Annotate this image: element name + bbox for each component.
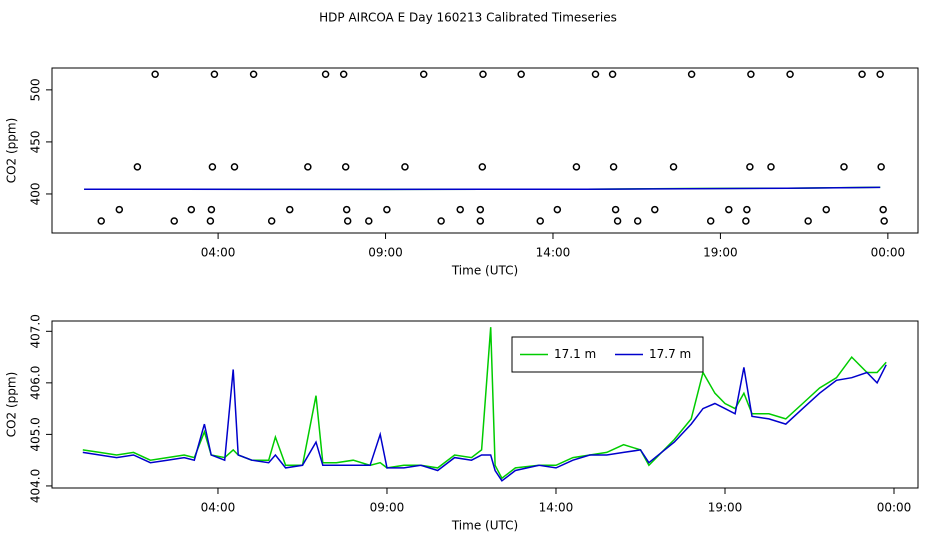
point	[743, 205, 751, 214]
point	[249, 70, 258, 78]
y-tick-label: 406.0	[29, 366, 43, 400]
point	[786, 70, 794, 78]
point	[840, 163, 848, 171]
point	[437, 217, 445, 225]
point	[880, 217, 888, 225]
point	[97, 217, 105, 225]
point	[304, 163, 312, 171]
point	[339, 70, 348, 78]
x-tick-label: 00:00	[871, 246, 906, 260]
point	[342, 205, 351, 214]
point	[321, 70, 330, 78]
x-tick-label: 09:00	[370, 501, 405, 515]
point	[456, 205, 464, 214]
x-tick-label: 19:00	[708, 501, 743, 515]
point	[553, 205, 562, 214]
point	[877, 163, 885, 171]
point	[151, 70, 159, 78]
legend-label: 17.1 m	[554, 347, 596, 361]
point	[879, 205, 887, 214]
point	[286, 205, 294, 214]
point	[608, 70, 617, 78]
y-tick-label: 405.0	[29, 417, 43, 451]
point	[746, 163, 754, 171]
plot-frame	[51, 67, 919, 234]
point	[822, 205, 830, 214]
x-tick-label: 19:00	[703, 246, 738, 260]
point	[206, 217, 215, 225]
point	[478, 163, 487, 171]
point	[706, 217, 715, 225]
point	[383, 205, 391, 214]
point	[476, 205, 485, 214]
point	[115, 205, 124, 214]
plot-frame	[51, 320, 919, 489]
y-tick-label: 450	[29, 130, 43, 153]
point	[341, 163, 350, 171]
point	[419, 70, 428, 78]
point	[609, 163, 618, 171]
point	[267, 217, 276, 225]
point	[858, 70, 866, 78]
point	[669, 163, 678, 171]
point	[207, 205, 216, 214]
point	[633, 217, 642, 225]
x-tick-label: 09:00	[368, 246, 403, 260]
series-line	[82, 364, 887, 482]
point	[170, 217, 178, 225]
point	[651, 205, 659, 214]
point	[747, 70, 755, 78]
y-axis-label: CO2 (ppm)	[5, 118, 19, 184]
x-tick-label: 14:00	[539, 501, 574, 515]
point	[208, 163, 217, 171]
x-tick-label: 04:00	[201, 501, 236, 515]
point	[591, 70, 600, 78]
y-axis-label: CO2 (ppm)	[5, 372, 19, 438]
point	[365, 217, 373, 225]
point	[479, 70, 487, 78]
point	[572, 163, 581, 171]
y-tick-label: 404.0	[29, 469, 43, 503]
point	[401, 163, 409, 171]
point	[611, 205, 620, 214]
point	[343, 217, 352, 225]
point	[476, 217, 485, 225]
x-axis-label: Time (UTC)	[451, 264, 518, 278]
point	[230, 163, 239, 171]
point	[876, 70, 884, 78]
point	[210, 70, 219, 78]
point	[725, 205, 733, 214]
legend-label: 17.7 m	[649, 347, 691, 361]
x-tick-label: 04:00	[201, 246, 236, 260]
point	[187, 205, 196, 214]
x-axis-label: Time (UTC)	[451, 519, 518, 533]
point	[517, 70, 525, 78]
series-line	[84, 186, 881, 191]
y-tick-label: 407.0	[29, 314, 43, 348]
y-tick-label: 500	[29, 78, 43, 101]
series-line	[82, 327, 887, 480]
point	[804, 217, 812, 225]
y-tick-label: 400	[29, 183, 43, 206]
point	[767, 163, 775, 171]
point	[742, 217, 750, 225]
x-tick-label: 14:00	[536, 246, 571, 260]
point	[536, 217, 545, 225]
point	[613, 217, 622, 225]
page-title: HDP AIRCOA E Day 160213 Calibrated Times…	[319, 11, 617, 25]
point	[133, 163, 142, 171]
point	[687, 70, 696, 78]
x-tick-label: 00:00	[877, 501, 912, 515]
